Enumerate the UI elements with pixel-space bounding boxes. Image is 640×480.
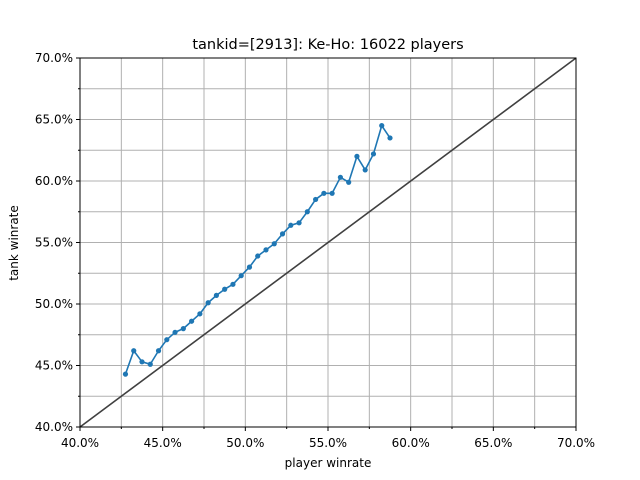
- series-group: [122, 123, 393, 377]
- y-tick-label: 60.0%: [35, 174, 73, 188]
- y-axis-label: tank winrate: [7, 205, 21, 281]
- data-point: [255, 253, 261, 259]
- x-tick-label: 55.0%: [309, 436, 347, 450]
- y-tick-label: 45.0%: [35, 359, 73, 373]
- data-point: [379, 123, 385, 129]
- data-point: [147, 361, 153, 367]
- data-point: [279, 231, 286, 237]
- data-point: [313, 196, 319, 203]
- axis-ticks: 40.0% 45.0% 50.0% 55.0% 60.0% 65.0% 70.0% 40.0%…: [35, 51, 595, 450]
- data-point: [246, 264, 253, 270]
- data-point: [304, 209, 310, 215]
- chart-title: tankid=[2913]: Ke-Ho: 16022 players: [192, 37, 463, 53]
- data-point: [172, 329, 178, 335]
- data-point: [164, 337, 170, 343]
- data-point: [370, 151, 377, 157]
- data-point: [329, 190, 335, 196]
- x-axis-label: player winrate: [285, 456, 372, 470]
- data-point: [271, 241, 277, 247]
- data-point: [354, 153, 360, 159]
- y-tick-label: 65.0%: [35, 113, 73, 127]
- reference-line-group: [79, 57, 577, 428]
- y-tick-label: 70.0%: [35, 51, 73, 65]
- data-point: [321, 190, 327, 196]
- x-tick-label: 50.0%: [226, 436, 264, 450]
- x-tick-label: 45.0%: [144, 436, 182, 450]
- y-tick-label: 55.0%: [35, 236, 73, 250]
- data-point: [155, 348, 162, 354]
- data-point: [139, 359, 145, 365]
- x-tick-label: 65.0%: [474, 436, 512, 450]
- data-point: [222, 286, 228, 292]
- data-point: [263, 247, 269, 253]
- data-point: [362, 167, 368, 173]
- data-point: [387, 135, 393, 141]
- data-point: [288, 222, 294, 228]
- data-point: [189, 318, 195, 324]
- data-point: [346, 179, 352, 185]
- data-point: [205, 300, 211, 306]
- data-point: [230, 281, 236, 287]
- y-tick-label: 50.0%: [35, 297, 73, 311]
- data-point: [296, 220, 302, 226]
- data-point: [197, 311, 203, 317]
- x-tick-label: 40.0%: [61, 436, 99, 450]
- data-point: [213, 292, 219, 298]
- y-tick-label: 40.0%: [35, 420, 73, 434]
- x-tick-label: 70.0%: [557, 436, 595, 450]
- data-point: [180, 326, 186, 332]
- reference-diagonal-line: [79, 57, 577, 428]
- x-tick-label: 60.0%: [392, 436, 430, 450]
- data-point: [337, 174, 343, 180]
- data-point: [122, 371, 129, 377]
- data-point: [131, 348, 137, 354]
- data-point: [238, 273, 244, 279]
